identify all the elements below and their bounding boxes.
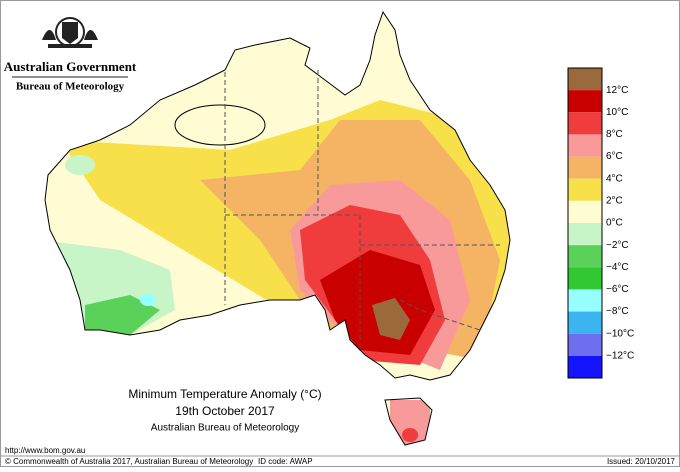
legend-label: −4°C xyxy=(606,262,629,273)
legend-label: 8°C xyxy=(606,129,623,140)
legend-swatch xyxy=(568,223,602,246)
legend-label: −12°C xyxy=(606,350,634,361)
bureau: Bureau of Meteorology xyxy=(16,81,125,93)
legend-swatch xyxy=(568,112,602,135)
map-date: 19th October 2017 xyxy=(175,404,275,418)
legend: 12°C 10°C 8°C 6°C 4°C 2°C 0°C −2°C −4°C −6°C −8°C −… xyxy=(567,67,634,379)
emblem xyxy=(42,17,98,48)
legend-swatch xyxy=(568,134,602,157)
government: Australian Government xyxy=(4,59,137,74)
legend-swatch xyxy=(568,68,602,91)
legend-label: −8°C xyxy=(606,306,629,317)
map-source: Australian Bureau of Meteorology xyxy=(151,423,299,434)
map-title: Minimum Temperature Anomaly (°C) xyxy=(128,387,321,401)
legend-label: 2°C xyxy=(606,195,623,206)
state-borders xyxy=(224,70,500,350)
issued: Issued: 20/10/2017 xyxy=(607,457,676,466)
legend-swatch xyxy=(568,355,602,378)
legend-label: −10°C xyxy=(606,328,634,339)
legend-swatch xyxy=(568,289,602,312)
legend-swatch xyxy=(568,90,602,113)
legend-label: 0°C xyxy=(606,218,623,229)
legend-label: −6°C xyxy=(606,284,629,295)
legend-swatch xyxy=(568,200,602,223)
legend-swatch xyxy=(568,178,602,201)
legend-label: 4°C xyxy=(606,173,623,184)
copyright: © Commonwealth of Australia 2017, Austra… xyxy=(5,457,253,466)
legend-swatch xyxy=(568,245,602,268)
legend-label: 10°C xyxy=(606,107,628,118)
legend-label: 6°C xyxy=(606,151,623,162)
legend-label: −2°C xyxy=(606,240,629,251)
legend-border xyxy=(567,67,603,379)
legend-swatch xyxy=(568,333,602,356)
coastline xyxy=(44,10,511,446)
legend-swatch xyxy=(568,311,602,334)
legend-swatch xyxy=(568,156,602,179)
legend-label: 12°C xyxy=(606,85,628,96)
legend-swatch xyxy=(568,267,602,290)
url: http://www.bom.gov.au xyxy=(5,446,85,455)
id-code: ID code: AWAP xyxy=(258,457,313,466)
